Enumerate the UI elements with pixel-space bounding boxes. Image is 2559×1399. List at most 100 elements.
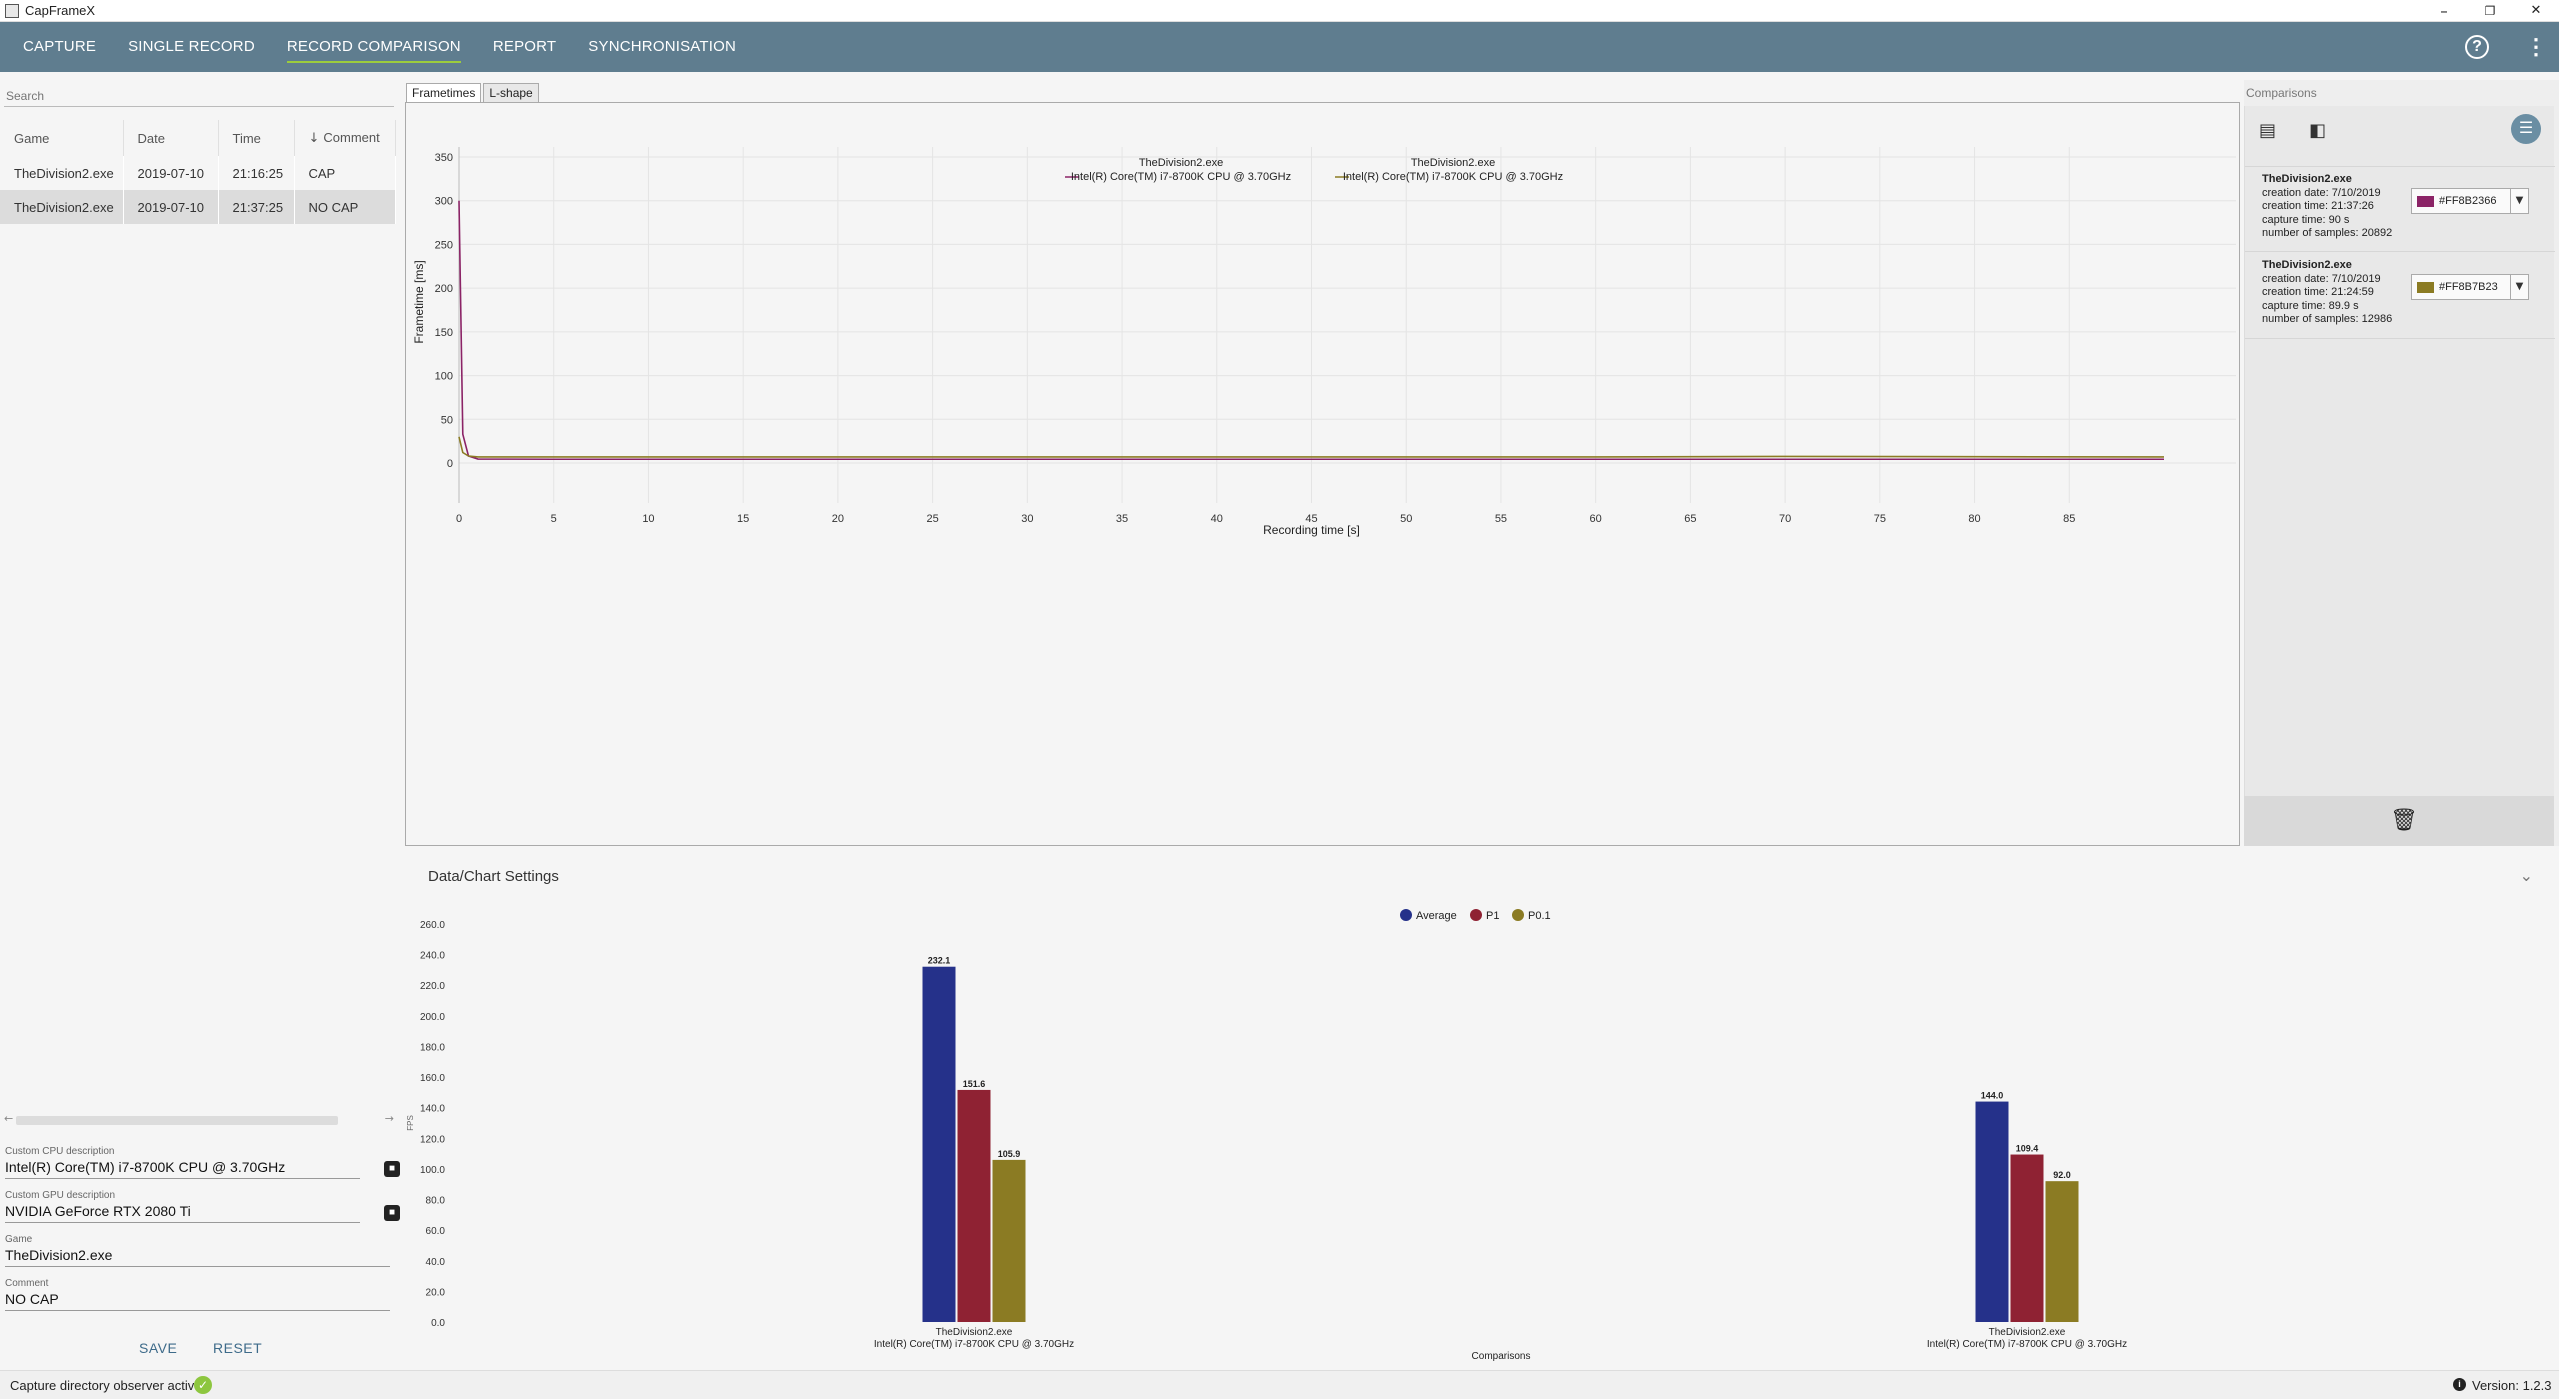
y-tick-label: 20.0 <box>426 1287 446 1298</box>
tab-synchronisation[interactable]: SYNCHRONISATION <box>588 38 737 55</box>
game-input[interactable]: TheDivision2.exe <box>5 1246 390 1267</box>
x-axis-label: Recording time [s] <box>1263 523 1360 537</box>
bar <box>2045 1181 2079 1322</box>
category-label: TheDivision2.exe <box>1989 1327 2066 1338</box>
horizontal-scrollbar[interactable]: ← → <box>4 1112 394 1127</box>
y-axis-label: FPS <box>406 1115 415 1131</box>
color-hex: #FF8B2366 <box>2439 195 2497 207</box>
tab-record-comparison[interactable]: RECORD COMPARISON <box>271 22 477 72</box>
legend-label: Average <box>1416 910 1457 922</box>
column-header-date[interactable]: Date <box>123 120 219 156</box>
scroll-right-icon[interactable]: → <box>384 1112 394 1125</box>
table-row[interactable]: TheDivision2.exe 2019-07-10 21:37:25 NO … <box>0 190 396 224</box>
bar-chart-svg: 0.0 20.0 40.0 60.0 80.0 100.0 120.0 140.0 160.0 1… <box>406 909 2127 1362</box>
clear-list-icon[interactable]: ☰ <box>2511 114 2541 144</box>
category-label: Intel(R) Core(TM) i7-8700K CPU @ 3.70GHz <box>874 1339 1074 1350</box>
tab-report[interactable]: REPORT <box>492 38 557 55</box>
y-tick-label: 100.0 <box>420 1165 445 1176</box>
bar <box>992 1159 1026 1322</box>
bar <box>1975 1101 2009 1322</box>
scrollbar-thumb[interactable] <box>16 1116 338 1125</box>
x-tick-label: 5 <box>551 513 557 525</box>
y-axis-label: Frametime [ms] <box>412 260 426 343</box>
chart-tabs: Frametimes L-shape <box>406 83 541 103</box>
settings-title: Data/Chart Settings <box>428 868 559 885</box>
records-table: Game Date Time ↓ Comment TheDivision2.exe… <box>0 120 396 224</box>
swap-compare-icon[interactable]: ◧ <box>2309 120 2327 141</box>
delete-icon[interactable]: 🗑 <box>2390 808 2418 833</box>
cpu-description-field: Custom CPU description Intel(R) Core(TM)… <box>5 1146 400 1179</box>
scroll-left-icon[interactable]: ← <box>4 1112 14 1125</box>
gpu-copy-icon[interactable]: ■ <box>384 1205 400 1221</box>
help-icon[interactable]: ? <box>2465 35 2489 59</box>
legend-label: TheDivision2.exe <box>1411 157 1495 169</box>
sort-arrow-icon: ↓ <box>308 131 320 146</box>
column-header-game[interactable]: Game <box>0 120 124 156</box>
comparison-item[interactable]: TheDivision2.exe creation date: 7/10/201… <box>2245 166 2555 252</box>
tab-l-shape[interactable]: L-shape <box>483 83 539 103</box>
legend-dot <box>1400 909 1412 921</box>
color-hex: #FF8B7B23 <box>2439 281 2498 293</box>
close-button[interactable]: ✕ <box>2530 3 2542 18</box>
bar <box>2010 1154 2044 1322</box>
comment-input[interactable]: NO CAP <box>5 1290 390 1311</box>
x-tick-label: 35 <box>1116 513 1128 525</box>
search-input[interactable] <box>4 85 394 107</box>
y-tick-label: 40.0 <box>426 1257 446 1268</box>
comparison-creation-date: creation date: 7/10/2019 <box>2262 272 2381 285</box>
cpu-description-input[interactable]: Intel(R) Core(TM) i7-8700K CPU @ 3.70GHz <box>5 1158 360 1179</box>
frametime-series-line <box>458 436 2165 458</box>
y-tick-label: 50 <box>441 414 453 426</box>
context-legend-icon[interactable]: ▤ <box>2259 120 2277 141</box>
table-row[interactable]: TheDivision2.exe 2019-07-10 21:16:25 CAP <box>0 156 396 190</box>
color-picker[interactable]: #FF8B2366 ▼ <box>2411 188 2529 214</box>
comparison-name: TheDivision2.exe <box>2262 173 2352 185</box>
y-tick-label: 100 <box>435 371 453 383</box>
minimize-button[interactable]: – <box>2440 2 2448 20</box>
bar-value-label: 105.9 <box>998 1149 1021 1159</box>
legend-dot <box>1470 909 1482 921</box>
comparison-creation-date: creation date: 7/10/2019 <box>2262 186 2381 199</box>
column-header-time[interactable]: Time <box>218 120 295 156</box>
reset-button[interactable]: RESET <box>213 1340 263 1356</box>
chevron-down-icon[interactable]: ⌄ <box>2519 866 2533 885</box>
cell-time: 21:37:25 <box>218 190 295 224</box>
cpu-copy-icon[interactable]: ■ <box>384 1161 400 1177</box>
restore-button[interactable]: ❐ <box>2484 4 2496 18</box>
x-tick-label: 20 <box>832 513 844 525</box>
data-chart-settings-header[interactable]: Data/Chart Settings ⌄ <box>405 855 2533 897</box>
y-tick-label: 250 <box>435 239 453 251</box>
y-tick-label: 220.0 <box>420 981 445 992</box>
color-picker[interactable]: #FF8B7B23 ▼ <box>2411 274 2529 300</box>
bar <box>922 966 956 1322</box>
cell-date: 2019-07-10 <box>123 190 219 224</box>
comparisons-list: ▤ ◧ ☰ TheDivision2.exe creation date: 7/… <box>2244 106 2555 796</box>
column-header-comment[interactable]: ↓ Comment <box>294 120 396 156</box>
bar-value-label: 151.6 <box>963 1079 986 1089</box>
comparison-samples: number of samples: 12986 <box>2262 313 2393 325</box>
x-tick-label: 15 <box>737 513 749 525</box>
cpu-description-label: Custom CPU description <box>5 1146 115 1157</box>
more-menu-icon[interactable]: ⋮ <box>2525 34 2547 59</box>
gpu-description-input[interactable]: NVIDIA GeForce RTX 2080 Ti <box>5 1202 360 1223</box>
x-tick-label: 70 <box>1779 513 1791 525</box>
tab-capture[interactable]: CAPTURE <box>23 38 97 55</box>
tab-single-record[interactable]: SINGLE RECORD <box>128 38 255 55</box>
chevron-down-icon[interactable]: ▼ <box>2510 275 2528 299</box>
x-tick-label: 10 <box>642 513 654 525</box>
comparison-item[interactable]: TheDivision2.exe creation date: 7/10/201… <box>2245 253 2555 339</box>
comparison-creation-time: creation time: 21:24:59 <box>2262 286 2374 298</box>
cell-comment: CAP <box>294 156 396 190</box>
top-navigation: CAPTURE SINGLE RECORD RECORD COMPARISON … <box>0 22 2559 72</box>
y-tick-label: 300 <box>435 196 453 208</box>
chevron-down-icon[interactable]: ▼ <box>2510 189 2528 213</box>
tab-frametimes[interactable]: Frametimes <box>406 83 482 103</box>
records-panel: Game Date Time ↓Comment TheDivision2.exe… <box>0 80 400 1370</box>
category-label: Intel(R) Core(TM) i7-8700K CPU @ 3.70GHz <box>1927 1339 2127 1350</box>
frametime-chart-svg[interactable]: 0 50 100 150 200 250 300 350 0 5 10 15 20 25 30 35 40 45 5… <box>406 103 2239 845</box>
x-tick-label: 60 <box>1590 513 1602 525</box>
x-tick-label: 75 <box>1874 513 1886 525</box>
save-button[interactable]: SAVE <box>139 1340 178 1356</box>
y-tick-label: 240.0 <box>420 951 445 962</box>
comparison-capture-time: capture time: 89.9 s <box>2262 299 2359 312</box>
